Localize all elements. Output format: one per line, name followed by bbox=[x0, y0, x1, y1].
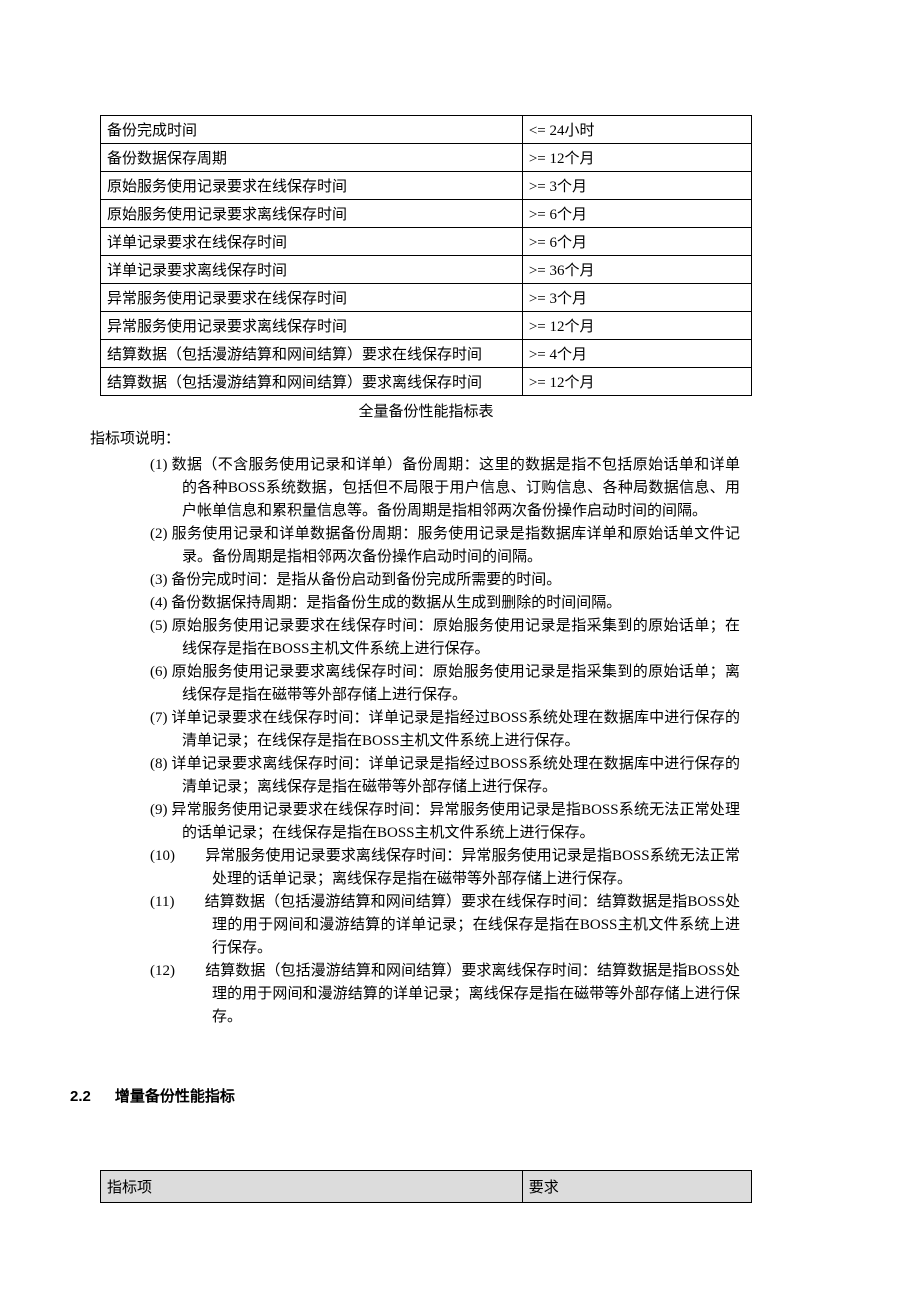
table-row: 结算数据（包括漫游结算和网间结算）要求在线保存时间 >= 4个月 bbox=[101, 340, 752, 368]
note-item: (6) 原始服务使用记录要求离线保存时间：原始服务使用记录是指采集到的原始话单；… bbox=[150, 661, 740, 707]
table-header-row: 指标项 要求 bbox=[101, 1171, 752, 1203]
explanation-label: 指标项说明： bbox=[90, 427, 830, 448]
metric-req-cell: >= 3个月 bbox=[522, 172, 751, 200]
note-item: (10) 异常服务使用记录要求离线保存时间：异常服务使用记录是指BOSS系统无法… bbox=[150, 845, 740, 891]
table-row: 异常服务使用记录要求离线保存时间 >= 12个月 bbox=[101, 312, 752, 340]
metric-item-cell: 原始服务使用记录要求离线保存时间 bbox=[101, 200, 523, 228]
metric-item-cell: 备份完成时间 bbox=[101, 116, 523, 144]
metric-req-cell: <= 24小时 bbox=[522, 116, 751, 144]
table-head: 指标项 要求 bbox=[101, 1171, 752, 1203]
metric-req-cell: >= 12个月 bbox=[522, 144, 751, 172]
header-req-cell: 要求 bbox=[522, 1171, 751, 1203]
note-item: (8) 详单记录要求离线保存时间：详单记录是指经过BOSS系统处理在数据库中进行… bbox=[150, 753, 740, 799]
table-row: 异常服务使用记录要求在线保存时间 >= 3个月 bbox=[101, 284, 752, 312]
table-row: 详单记录要求离线保存时间 >= 36个月 bbox=[101, 256, 752, 284]
full-backup-metrics-table: 备份完成时间 <= 24小时 备份数据保存周期 >= 12个月 原始服务使用记录… bbox=[100, 115, 752, 396]
incremental-backup-metrics-table: 指标项 要求 bbox=[100, 1170, 752, 1203]
metric-req-cell: >= 4个月 bbox=[522, 340, 751, 368]
table-row: 原始服务使用记录要求离线保存时间 >= 6个月 bbox=[101, 200, 752, 228]
note-item: (4) 备份数据保持周期：是指备份生成的数据从生成到删除的时间间隔。 bbox=[150, 592, 740, 615]
section-number: 2.2 bbox=[70, 1088, 91, 1105]
metric-item-cell: 异常服务使用记录要求在线保存时间 bbox=[101, 284, 523, 312]
note-item: (11) 结算数据（包括漫游结算和网间结算）要求在线保存时间：结算数据是指BOS… bbox=[150, 891, 740, 960]
table-row: 备份数据保存周期 >= 12个月 bbox=[101, 144, 752, 172]
notes-list: (1) 数据（不含服务使用记录和详单）备份周期：这里的数据是指不包括原始话单和详… bbox=[150, 454, 740, 1029]
note-item: (5) 原始服务使用记录要求在线保存时间：原始服务使用记录是指采集到的原始话单；… bbox=[150, 615, 740, 661]
table-row: 详单记录要求在线保存时间 >= 6个月 bbox=[101, 228, 752, 256]
table-caption: 全量备份性能指标表 bbox=[100, 400, 752, 421]
table-body: 备份完成时间 <= 24小时 备份数据保存周期 >= 12个月 原始服务使用记录… bbox=[101, 116, 752, 396]
metric-req-cell: >= 6个月 bbox=[522, 200, 751, 228]
table-row: 结算数据（包括漫游结算和网间结算）要求离线保存时间 >= 12个月 bbox=[101, 368, 752, 396]
section-heading-2-2: 2.2 增量备份性能指标 bbox=[70, 1085, 830, 1106]
metric-req-cell: >= 12个月 bbox=[522, 368, 751, 396]
note-item: (1) 数据（不含服务使用记录和详单）备份周期：这里的数据是指不包括原始话单和详… bbox=[150, 454, 740, 523]
metric-item-cell: 结算数据（包括漫游结算和网间结算）要求在线保存时间 bbox=[101, 340, 523, 368]
note-item: (9) 异常服务使用记录要求在线保存时间：异常服务使用记录是指BOSS系统无法正… bbox=[150, 799, 740, 845]
table-row: 原始服务使用记录要求在线保存时间 >= 3个月 bbox=[101, 172, 752, 200]
metric-item-cell: 详单记录要求在线保存时间 bbox=[101, 228, 523, 256]
header-item-cell: 指标项 bbox=[101, 1171, 523, 1203]
metric-item-cell: 详单记录要求离线保存时间 bbox=[101, 256, 523, 284]
metric-req-cell: >= 6个月 bbox=[522, 228, 751, 256]
section-title: 增量备份性能指标 bbox=[115, 1088, 235, 1105]
metric-req-cell: >= 12个月 bbox=[522, 312, 751, 340]
metric-item-cell: 原始服务使用记录要求在线保存时间 bbox=[101, 172, 523, 200]
note-item: (2) 服务使用记录和详单数据备份周期：服务使用记录是指数据库详单和原始话单文件… bbox=[150, 523, 740, 569]
metric-item-cell: 备份数据保存周期 bbox=[101, 144, 523, 172]
metric-req-cell: >= 3个月 bbox=[522, 284, 751, 312]
note-item: (7) 详单记录要求在线保存时间：详单记录是指经过BOSS系统处理在数据库中进行… bbox=[150, 707, 740, 753]
note-item: (3) 备份完成时间：是指从备份启动到备份完成所需要的时间。 bbox=[150, 569, 740, 592]
table-row: 备份完成时间 <= 24小时 bbox=[101, 116, 752, 144]
metric-item-cell: 结算数据（包括漫游结算和网间结算）要求离线保存时间 bbox=[101, 368, 523, 396]
metric-req-cell: >= 36个月 bbox=[522, 256, 751, 284]
metric-item-cell: 异常服务使用记录要求离线保存时间 bbox=[101, 312, 523, 340]
note-item: (12) 结算数据（包括漫游结算和网间结算）要求离线保存时间：结算数据是指BOS… bbox=[150, 960, 740, 1029]
document-page: 备份完成时间 <= 24小时 备份数据保存周期 >= 12个月 原始服务使用记录… bbox=[0, 0, 920, 1302]
